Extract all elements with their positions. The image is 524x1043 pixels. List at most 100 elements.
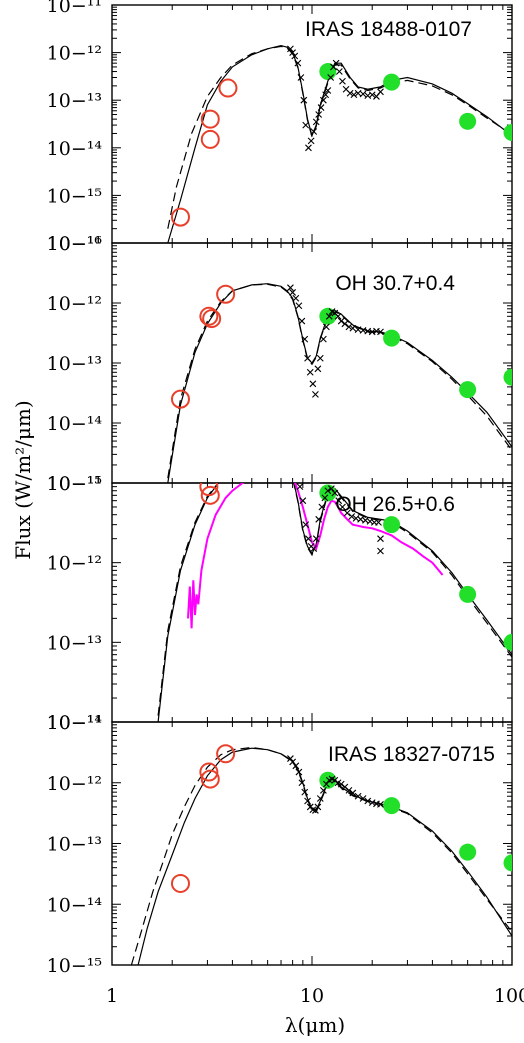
spectrum-cross-point bbox=[289, 49, 297, 56]
spectrum-cross-point bbox=[324, 87, 332, 94]
spectrum-cross-point bbox=[322, 323, 330, 331]
iras-photometry-point bbox=[459, 585, 477, 603]
y-tick-label: 10−¹² bbox=[47, 553, 102, 575]
spectrum-cross-point bbox=[304, 354, 311, 362]
spectrum-cross-point bbox=[368, 799, 376, 807]
y-tick-label: 10−¹¹ bbox=[47, 712, 102, 734]
panel-frame bbox=[111, 482, 513, 723]
y-tick-label: 10−¹⁵ bbox=[47, 473, 102, 495]
y-tick-label: 10−¹² bbox=[47, 773, 102, 795]
iras-photometry-point bbox=[459, 843, 477, 861]
spectrum-cross-point bbox=[334, 312, 342, 320]
spectrum-cross-point bbox=[327, 485, 335, 493]
y-tick-label: 10−¹² bbox=[47, 293, 102, 315]
plot-area bbox=[130, 744, 512, 965]
spectrum-cross-point bbox=[310, 128, 318, 135]
spectrum-cross-point bbox=[294, 59, 302, 67]
near-ir-photometry-point bbox=[199, 306, 219, 326]
near-ir-photometry-point bbox=[170, 873, 190, 893]
panels: 10−¹⁶ 10−¹⁵ 10−¹⁴ 10−¹³ 10−¹² 10−¹¹ IRAS 18488… bbox=[47, 0, 513, 977]
near-ir-photometry-point bbox=[202, 309, 222, 329]
spectrum-cross-point bbox=[359, 90, 367, 98]
spectrum-cross-point bbox=[302, 121, 310, 129]
iras-photometry-point bbox=[383, 516, 401, 534]
spectrum-cross-point bbox=[330, 63, 337, 71]
spectrum-cross-point bbox=[339, 77, 346, 85]
spectrum-cross-point bbox=[318, 503, 326, 511]
iras-photometry-point bbox=[503, 368, 512, 386]
y-tick-label: 10−¹¹ bbox=[47, 233, 102, 255]
spectrum-cross-point bbox=[312, 807, 319, 814]
iras-photometry-point bbox=[503, 633, 512, 651]
spectrum-cross-point bbox=[349, 324, 357, 332]
spectrum-cross-point bbox=[301, 335, 309, 343]
panel-title: IRAS 18488-0107 bbox=[305, 18, 472, 41]
spectrum-cross-point bbox=[315, 111, 323, 118]
spectrum-cross-point bbox=[295, 302, 303, 310]
spectrum-cross-point bbox=[309, 380, 317, 388]
spectrum-cross-point bbox=[327, 74, 335, 81]
spectrum-cross-point bbox=[337, 317, 345, 325]
panel-title: OH 26.5+0.6 bbox=[335, 493, 455, 516]
spectrum-cross-point bbox=[292, 762, 300, 770]
spectrum-cross-point bbox=[292, 294, 300, 302]
y-tick-label: 10−¹⁴ bbox=[47, 413, 103, 435]
spectrum-cross-point bbox=[300, 96, 308, 104]
model-solid-line bbox=[167, 44, 512, 243]
spectrum-cross-point bbox=[377, 535, 384, 543]
model-dashed-line bbox=[130, 746, 512, 965]
y-tick-label: 10−¹² bbox=[47, 43, 102, 65]
spectrum-cross-point bbox=[332, 59, 340, 67]
y-tick-label: 10−¹⁶ bbox=[47, 233, 103, 255]
spectrum-cross-point bbox=[349, 789, 357, 797]
spectrum-cross-point bbox=[305, 535, 312, 543]
spectrum-cross-point bbox=[307, 137, 315, 145]
spectrum-cross-point bbox=[291, 462, 297, 468]
spectrum-cross-point bbox=[377, 801, 384, 808]
near-ir-photometry-point bbox=[216, 744, 236, 764]
spectrum-cross-point bbox=[316, 354, 324, 362]
spectrum-cross-point bbox=[287, 45, 294, 53]
y-tick-label: 10−¹³ bbox=[47, 90, 102, 112]
plot-area bbox=[157, 460, 512, 722]
near-ir-photometry-point bbox=[200, 129, 220, 149]
y-tick-label: 10−¹⁴ bbox=[47, 712, 103, 734]
spectrum-cross-point bbox=[317, 104, 325, 111]
near-ir-photometry-point bbox=[199, 762, 219, 782]
panel-title: OH 30.7+0.4 bbox=[335, 272, 455, 295]
spectrum-cross-point bbox=[314, 365, 322, 373]
spectrum-cross-point bbox=[306, 368, 314, 376]
spectrum-cross-point bbox=[287, 284, 294, 292]
spectrum-cross-point bbox=[345, 786, 353, 794]
spectrum-cross-point bbox=[377, 547, 384, 555]
panel-4: 10−¹⁵ 10−¹⁴ 10−¹³ 10−¹² 10−¹¹ IRAS 18327-0715 bbox=[47, 712, 513, 977]
spectrum-cross-point bbox=[335, 497, 343, 505]
spectrum-cross-point bbox=[319, 96, 327, 104]
spectrum-cross-point bbox=[321, 494, 329, 502]
iso-spectrum-line bbox=[187, 483, 444, 629]
spectrum-cross-point bbox=[304, 797, 311, 805]
spectrum-cross-point bbox=[375, 519, 382, 526]
spectrum-cross-point bbox=[312, 118, 320, 126]
y-tick-label: 10−¹⁴ bbox=[47, 894, 103, 916]
spectrum-cross-point bbox=[348, 513, 356, 520]
spectrum-cross-point bbox=[287, 460, 293, 466]
panel-2: 10−¹⁵ 10−¹⁴ 10−¹³ 10−¹² 10−¹¹ OH 30.7+0.4 bbox=[47, 233, 513, 495]
spectrum-cross-point bbox=[319, 786, 327, 794]
iras-photometry-point bbox=[383, 73, 401, 91]
x-tick-labels: 1 10 100 bbox=[106, 985, 524, 1007]
iras-photometry-point bbox=[459, 112, 477, 130]
spectrum-cross-point bbox=[310, 545, 318, 553]
spectrum-cross-point bbox=[359, 795, 367, 802]
spectrum-cross-point bbox=[316, 795, 324, 802]
spectrum-cross-point bbox=[339, 503, 346, 511]
spectrum-cross-point bbox=[366, 517, 374, 525]
spectrum-cross-point bbox=[295, 768, 303, 776]
spectrum-cross-point bbox=[289, 289, 297, 296]
spectrum-cross-point bbox=[299, 497, 307, 505]
panel-1: 10−¹⁶ 10−¹⁵ 10−¹⁴ 10−¹³ 10−¹² 10−¹¹ IRAS 18488… bbox=[47, 0, 513, 255]
y-tick-label: 10−¹¹ bbox=[47, 473, 102, 495]
spectrum-cross-point bbox=[345, 323, 353, 331]
model-solid-line bbox=[157, 483, 512, 722]
